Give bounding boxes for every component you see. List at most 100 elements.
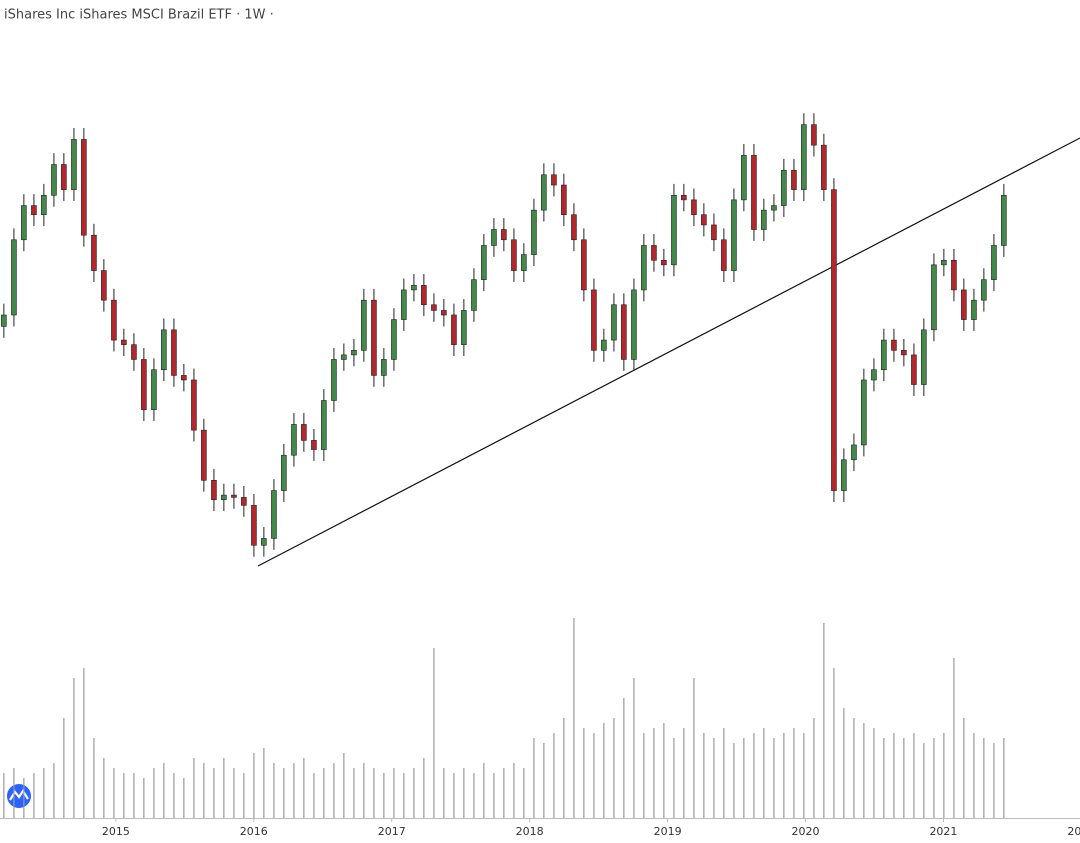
- volume-bar: [913, 733, 915, 818]
- candle-body: [261, 538, 267, 546]
- volume-bar: [143, 778, 145, 818]
- candle-body: [191, 379, 197, 431]
- candle-body: [741, 155, 747, 201]
- volume-bar: [783, 733, 785, 818]
- volume-bar: [33, 773, 35, 818]
- candle-body: [801, 124, 807, 190]
- volume-bar: [43, 768, 45, 818]
- volume-bar: [893, 733, 895, 818]
- candle-body: [251, 505, 257, 546]
- candle-body: [701, 214, 707, 226]
- volume-bar: [943, 733, 945, 818]
- candle-body: [911, 354, 917, 385]
- candle-body: [371, 299, 377, 376]
- volume-bar: [573, 618, 575, 818]
- candle-body: [1, 314, 7, 327]
- candle-body: [111, 299, 117, 341]
- volume-bar: [683, 728, 685, 818]
- volume-bar: [743, 738, 745, 818]
- logo: [5, 782, 33, 810]
- candle-body: [281, 454, 287, 491]
- candle-body: [991, 245, 997, 280]
- candle-body: [271, 490, 277, 539]
- candle-body: [951, 259, 957, 291]
- volume-bar: [103, 758, 105, 818]
- candle-body: [301, 424, 307, 441]
- candle-body: [181, 375, 187, 381]
- candle-body: [561, 184, 567, 215]
- candle-body: [201, 429, 207, 481]
- volume-bar: [993, 743, 995, 818]
- volume-bar: [963, 718, 965, 818]
- candle-body: [71, 139, 77, 190]
- volume-bar: [643, 733, 645, 818]
- volume-bar: [263, 748, 265, 818]
- volume-bar: [183, 778, 185, 818]
- candle-body: [401, 289, 407, 320]
- candle-body: [581, 239, 587, 291]
- candle-body: [81, 139, 87, 236]
- candle-body: [731, 199, 737, 271]
- volume-bar: [563, 718, 565, 818]
- volume-bar: [903, 738, 905, 818]
- volume-bar: [753, 733, 755, 818]
- candle-body: [961, 289, 967, 320]
- candle-body: [941, 259, 947, 266]
- volume-bar: [403, 773, 405, 818]
- candle-body: [231, 494, 237, 498]
- volume-bar: [383, 773, 385, 818]
- candle-body: [631, 289, 637, 360]
- volume-bar: [483, 763, 485, 818]
- candle-body: [291, 424, 297, 456]
- candle-body: [721, 239, 727, 271]
- candle-body: [501, 229, 507, 241]
- volume-bar: [653, 728, 655, 818]
- candle-body: [381, 359, 387, 376]
- x-tick-label: 2017: [378, 825, 406, 838]
- volume-bar: [3, 773, 5, 818]
- volume-bar: [513, 763, 515, 818]
- candle-body: [841, 459, 847, 491]
- volume-bar: [413, 768, 415, 818]
- volume-bar: [593, 733, 595, 818]
- volume-bar: [723, 728, 725, 818]
- chart-title: iShares Inc iShares MSCI Brazil ETF · 1W…: [4, 8, 274, 23]
- candle-body: [41, 195, 47, 215]
- candle-body: [601, 339, 607, 351]
- candle-body: [431, 304, 437, 311]
- candle-body: [101, 270, 107, 301]
- candle-body: [981, 279, 987, 301]
- candle-body: [971, 299, 977, 320]
- candle-body: [351, 350, 357, 356]
- volume-bar: [863, 723, 865, 818]
- volume-bar: [803, 733, 805, 818]
- volume-bar: [793, 728, 795, 818]
- volume-bar: [703, 733, 705, 818]
- volume-bar: [173, 773, 175, 818]
- candle-body: [781, 169, 787, 206]
- volume-bar: [873, 728, 875, 818]
- candle-body: [481, 245, 487, 280]
- volume-bar: [543, 743, 545, 818]
- candle-body: [221, 494, 227, 500]
- candle-body: [391, 319, 397, 360]
- volume-bar: [663, 723, 665, 818]
- volume-bar: [373, 768, 375, 818]
- volume-bar: [983, 738, 985, 818]
- candle-body: [861, 379, 867, 446]
- candle-body: [461, 310, 467, 345]
- candle-body: [11, 239, 17, 316]
- volume-bar: [243, 773, 245, 818]
- candle-body: [691, 199, 697, 215]
- volume-bar: [713, 738, 715, 818]
- volume-bar: [423, 758, 425, 818]
- candle-body: [91, 234, 97, 271]
- volume-bar: [733, 743, 735, 818]
- candle-body: [851, 444, 857, 461]
- x-tick-label: 2018: [516, 825, 544, 838]
- volume-bar: [923, 743, 925, 818]
- volume-bar: [83, 668, 85, 818]
- candle-body: [361, 299, 367, 351]
- candle-body: [901, 350, 907, 356]
- volume-bar: [303, 758, 305, 818]
